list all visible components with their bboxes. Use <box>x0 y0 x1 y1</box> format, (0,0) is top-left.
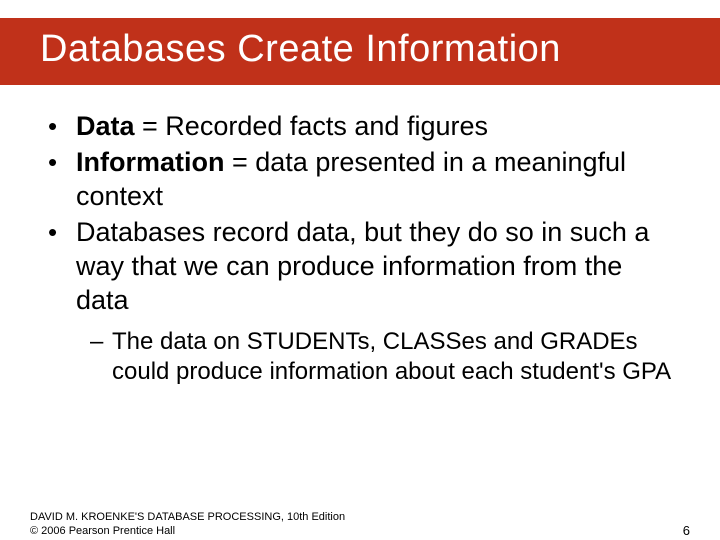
slide-title: Databases Create Information <box>40 28 720 71</box>
bullet-dot-icon: • <box>48 109 76 143</box>
bullet-item: • Databases record data, but they do so … <box>48 215 672 317</box>
footer-attribution: DAVID M. KROENKE'S DATABASE PROCESSING, … <box>30 510 345 538</box>
footer-line1: DAVID M. KROENKE'S DATABASE PROCESSING, … <box>30 510 345 524</box>
page-number: 6 <box>683 523 690 538</box>
footer-line2: © 2006 Pearson Prentice Hall <box>30 524 345 538</box>
bullet-text: Data = Recorded facts and figures <box>76 109 488 143</box>
bullet-term: Data <box>76 111 135 141</box>
title-band: Databases Create Information <box>0 18 720 85</box>
bullet-dot-icon: • <box>48 145 76 179</box>
bullet-item: • Data = Recorded facts and figures <box>48 109 672 143</box>
bullet-text: Databases record data, but they do so in… <box>76 215 672 317</box>
dash-icon: – <box>90 327 112 357</box>
slide-content: • Data = Recorded facts and figures • In… <box>0 85 720 387</box>
sub-bullet-text: The data on STUDENTs, CLASSes and GRADEs… <box>112 327 672 387</box>
bullet-dot-icon: • <box>48 215 76 249</box>
bullet-item: • Information = data presented in a mean… <box>48 145 672 213</box>
sub-bullet-item: – The data on STUDENTs, CLASSes and GRAD… <box>90 327 672 387</box>
bullet-rest: = Recorded facts and figures <box>135 111 488 141</box>
slide-footer: DAVID M. KROENKE'S DATABASE PROCESSING, … <box>30 510 690 538</box>
bullet-text: Information = data presented in a meanin… <box>76 145 672 213</box>
bullet-term: Information <box>76 147 225 177</box>
